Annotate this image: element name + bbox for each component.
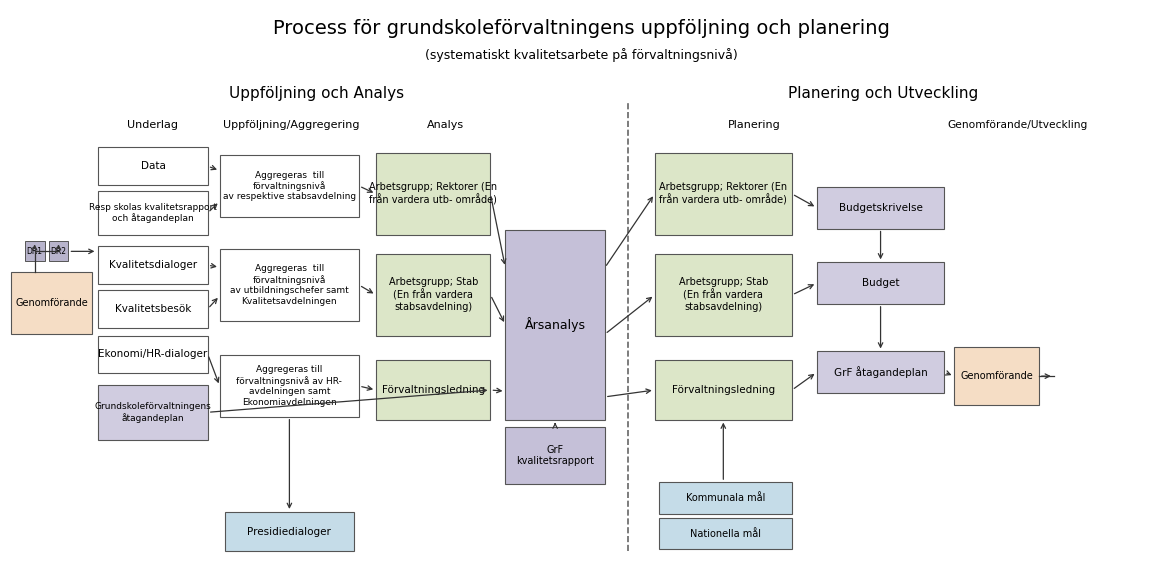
- Text: Analys: Analys: [427, 120, 464, 130]
- FancyBboxPatch shape: [655, 255, 792, 336]
- Text: Förvaltningsledning: Förvaltningsledning: [672, 385, 775, 395]
- FancyBboxPatch shape: [99, 147, 208, 185]
- FancyBboxPatch shape: [49, 241, 69, 262]
- Text: Genomförande: Genomförande: [961, 371, 1033, 381]
- FancyBboxPatch shape: [376, 153, 491, 234]
- Text: Ekonomi/HR-dialoger: Ekonomi/HR-dialoger: [99, 350, 208, 359]
- FancyBboxPatch shape: [954, 347, 1039, 405]
- Text: Uppföljning/Aggregering: Uppföljning/Aggregering: [223, 120, 359, 130]
- FancyBboxPatch shape: [220, 249, 359, 321]
- Text: Data: Data: [141, 161, 165, 171]
- Text: Förvaltningsledning: Förvaltningsledning: [381, 385, 485, 395]
- Text: Arbetsgrupp; Stab
(En från vardera
stabsavdelning): Arbetsgrupp; Stab (En från vardera stabs…: [679, 278, 768, 312]
- Text: Budget: Budget: [862, 278, 899, 288]
- FancyBboxPatch shape: [506, 427, 605, 484]
- Text: Presidiedialoger: Presidiedialoger: [248, 526, 331, 537]
- Text: Uppföljning och Analys: Uppföljning och Analys: [229, 86, 404, 101]
- Text: Kvalitetsdialoger: Kvalitetsdialoger: [109, 260, 197, 270]
- FancyBboxPatch shape: [816, 262, 944, 304]
- Text: Arbetsgrupp; Rektorer (En
från vardera utb- område): Arbetsgrupp; Rektorer (En från vardera u…: [369, 182, 498, 206]
- FancyBboxPatch shape: [220, 355, 359, 417]
- FancyBboxPatch shape: [99, 247, 208, 284]
- Text: Underlag: Underlag: [127, 120, 178, 130]
- Text: DR2: DR2: [50, 247, 66, 256]
- FancyBboxPatch shape: [376, 361, 491, 420]
- FancyBboxPatch shape: [658, 482, 792, 514]
- Text: Kommunala mål: Kommunala mål: [686, 493, 765, 503]
- Text: DR1: DR1: [27, 247, 43, 256]
- Text: GrF åtagandeplan: GrF åtagandeplan: [834, 366, 927, 378]
- FancyBboxPatch shape: [376, 255, 491, 336]
- Text: Planering: Planering: [728, 120, 780, 130]
- FancyBboxPatch shape: [10, 272, 92, 334]
- FancyBboxPatch shape: [816, 187, 944, 229]
- FancyBboxPatch shape: [816, 351, 944, 393]
- FancyBboxPatch shape: [220, 156, 359, 217]
- Text: Kvalitetsbesök: Kvalitetsbesök: [115, 304, 191, 314]
- FancyBboxPatch shape: [99, 385, 208, 439]
- FancyBboxPatch shape: [99, 191, 208, 234]
- Text: Aggregeras till
förvaltningsnivå av HR-
avdelningen samt
Ekonomiavdelningen: Aggregeras till förvaltningsnivå av HR- …: [236, 365, 342, 407]
- Text: Aggregeras  till
förvaltningsnivå
av utbildningschefer samt
Kvalitetsavdelningen: Aggregeras till förvaltningsnivå av utbi…: [230, 264, 349, 306]
- Text: Arbetsgrupp; Stab
(En från vardera
stabsavdelning): Arbetsgrupp; Stab (En från vardera stabs…: [388, 278, 478, 312]
- Text: (systematiskt kvalitetsarbete på förvaltningsnivå): (systematiskt kvalitetsarbete på förvalt…: [424, 48, 737, 62]
- FancyBboxPatch shape: [506, 230, 605, 420]
- FancyBboxPatch shape: [99, 336, 208, 373]
- FancyBboxPatch shape: [658, 518, 792, 550]
- Text: Årsanalys: Årsanalys: [525, 317, 586, 332]
- Text: Genomförande/Utveckling: Genomförande/Utveckling: [948, 120, 1089, 130]
- Text: Planering och Utveckling: Planering och Utveckling: [789, 86, 979, 101]
- Text: Arbetsgrupp; Rektorer (En
från vardera utb- område): Arbetsgrupp; Rektorer (En från vardera u…: [659, 182, 787, 206]
- FancyBboxPatch shape: [655, 361, 792, 420]
- Text: Nationella mål: Nationella mål: [690, 529, 761, 539]
- Text: Budgetskrivelse: Budgetskrivelse: [839, 203, 922, 213]
- FancyBboxPatch shape: [24, 241, 44, 262]
- Text: Process för grundskoleförvaltningens uppföljning och planering: Process för grundskoleförvaltningens upp…: [272, 18, 890, 37]
- Text: Aggregeras  till
förvaltningsnivå
av respektive stabsavdelning: Aggregeras till förvaltningsnivå av resp…: [223, 170, 356, 202]
- Text: GrF
kvalitetsrapport: GrF kvalitetsrapport: [516, 445, 594, 466]
- FancyBboxPatch shape: [224, 512, 354, 551]
- Text: Genomförande: Genomförande: [15, 298, 88, 308]
- Text: Grundskoleförvaltningens
åtagandeplan: Grundskoleförvaltningens åtagandeplan: [94, 402, 212, 423]
- Text: Resp skolas kvalitetsrapport
och åtagandeplan: Resp skolas kvalitetsrapport och åtagand…: [90, 203, 217, 223]
- FancyBboxPatch shape: [99, 290, 208, 328]
- FancyBboxPatch shape: [655, 153, 792, 234]
